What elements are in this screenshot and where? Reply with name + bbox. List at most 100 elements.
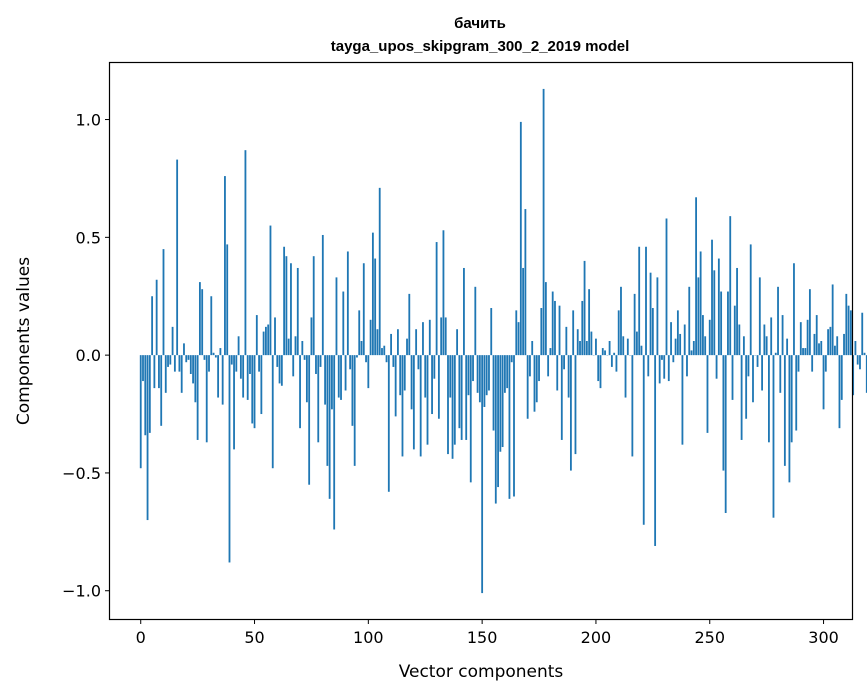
bar-113 xyxy=(397,329,399,356)
bar-291 xyxy=(802,348,804,356)
bar-1 xyxy=(142,355,144,382)
bar-203 xyxy=(601,348,604,356)
bar-247 xyxy=(702,315,704,356)
bar-214 xyxy=(626,338,629,356)
bar-80 xyxy=(321,234,324,356)
bar-112 xyxy=(394,355,397,417)
bar-56 xyxy=(267,324,270,356)
x-tick-label-200: 200 xyxy=(581,628,612,647)
bar-288 xyxy=(795,355,798,431)
bar-237 xyxy=(679,333,682,356)
bar-78 xyxy=(317,355,320,443)
bar-124 xyxy=(422,322,424,356)
bar-213 xyxy=(624,355,627,398)
bar-95 xyxy=(356,355,358,358)
chart-title-line-2: tayga_upos_skipgram_300_2_2019 model xyxy=(331,38,630,55)
bar-88 xyxy=(340,355,342,400)
bar-204 xyxy=(604,350,606,356)
bar-140 xyxy=(458,355,461,429)
bar-171 xyxy=(529,355,531,377)
bar-58 xyxy=(271,355,274,469)
bar-129 xyxy=(433,355,436,379)
bar-87 xyxy=(337,355,340,398)
bar-201 xyxy=(597,355,600,382)
bar-285 xyxy=(788,355,791,483)
bar-107 xyxy=(383,345,386,356)
bar-162 xyxy=(508,355,511,499)
bar-294 xyxy=(808,289,811,356)
bar-120 xyxy=(412,355,415,450)
bar-230 xyxy=(663,355,666,379)
bar-121 xyxy=(415,329,418,356)
bar-20 xyxy=(185,355,188,363)
bar-200 xyxy=(595,338,597,356)
bar-130 xyxy=(435,242,438,356)
bar-35 xyxy=(219,348,222,356)
bar-50 xyxy=(253,355,256,429)
bar-272 xyxy=(758,277,761,356)
bar-148 xyxy=(476,355,479,393)
bar-40 xyxy=(230,355,233,365)
y-tick-label-2: 0.0 xyxy=(76,346,101,365)
bar-287 xyxy=(793,263,795,356)
bar-309 xyxy=(843,333,845,356)
bar-72 xyxy=(303,355,306,360)
x-axis-label: Vector components xyxy=(399,662,564,682)
bar-236 xyxy=(676,310,679,356)
bar-209 xyxy=(615,355,618,372)
bar-245 xyxy=(697,277,700,356)
y-tick-label-4: 1.0 xyxy=(76,111,101,130)
bar-99 xyxy=(365,355,367,363)
y-tick-label-1: −0.5 xyxy=(62,464,101,483)
bar-36 xyxy=(221,355,224,405)
bar-155 xyxy=(492,355,495,431)
bar-13 xyxy=(169,355,172,365)
bar-103 xyxy=(374,258,377,356)
y-tick-label-0: −1.0 xyxy=(62,582,101,601)
bar-39 xyxy=(228,355,231,563)
bar-14 xyxy=(171,326,174,356)
bar-190 xyxy=(572,310,575,356)
bar-6 xyxy=(153,355,156,389)
bar-316 xyxy=(859,355,861,370)
bar-189 xyxy=(569,355,572,471)
bar-33 xyxy=(214,355,217,358)
bar-256 xyxy=(722,355,725,471)
bar-128 xyxy=(431,355,433,415)
bar-273 xyxy=(761,355,763,391)
bar-223 xyxy=(647,355,650,377)
bar-26 xyxy=(198,282,201,356)
bar-90 xyxy=(344,355,347,391)
bar-188 xyxy=(567,355,570,398)
bar-68 xyxy=(294,336,297,356)
bar-7 xyxy=(155,279,158,356)
bar-51 xyxy=(255,315,258,356)
bar-98 xyxy=(362,263,365,356)
bar-261 xyxy=(733,305,736,356)
bar-283 xyxy=(783,355,786,466)
bar-116 xyxy=(403,355,406,391)
bar-312 xyxy=(849,310,852,356)
bar-198 xyxy=(590,331,593,356)
bar-280 xyxy=(777,286,779,356)
bar-159 xyxy=(501,355,504,448)
bar-119 xyxy=(410,355,413,410)
bar-27 xyxy=(201,289,204,356)
bar-42 xyxy=(235,355,238,372)
bar-177 xyxy=(542,88,545,356)
bar-296 xyxy=(813,333,816,356)
bar-111 xyxy=(392,355,395,367)
bar-150 xyxy=(481,355,484,594)
bar-167 xyxy=(519,121,522,356)
bar-94 xyxy=(353,355,356,466)
bar-60 xyxy=(276,355,279,367)
bar-118 xyxy=(408,293,411,356)
bar-45 xyxy=(242,355,245,398)
bar-139 xyxy=(456,329,459,356)
bar-175 xyxy=(538,355,540,382)
bar-181 xyxy=(551,291,554,356)
bar-32 xyxy=(212,352,215,356)
bar-238 xyxy=(681,355,684,445)
bar-154 xyxy=(490,308,493,356)
